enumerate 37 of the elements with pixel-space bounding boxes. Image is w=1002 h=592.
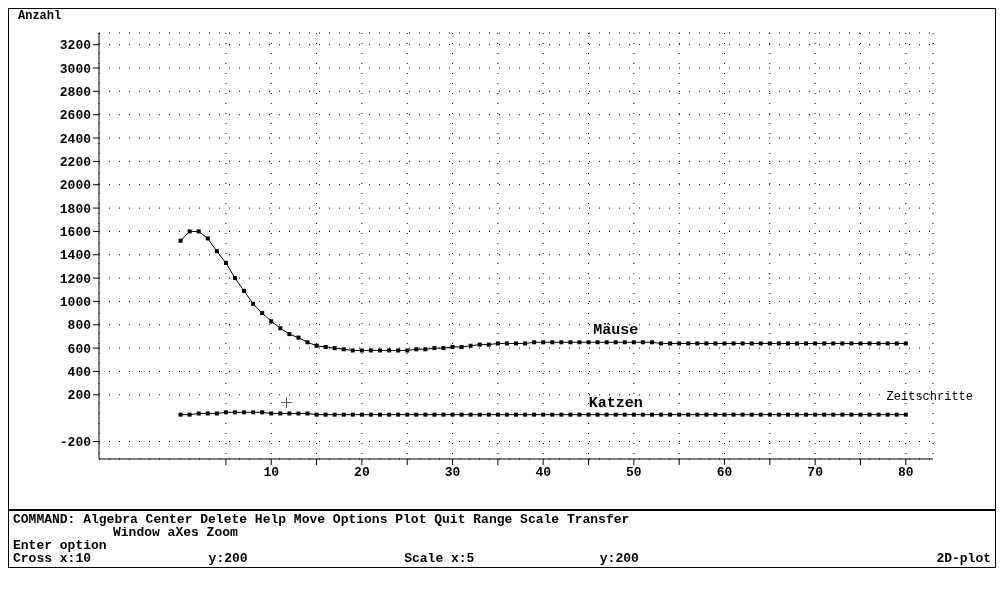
y-tick-label: 2600 (59, 108, 92, 124)
y-tick-label: 2000 (59, 178, 92, 194)
y-tick-label: 800 (67, 318, 92, 334)
text: Cross x:10 (13, 551, 91, 566)
y-tick-label: 2800 (59, 84, 92, 100)
x-tick-label: 80 (898, 465, 914, 481)
text: COMMAND: Algebra Center Delete Help Move Options Plot Quit Range Scale Transfer (13, 512, 631, 527)
x-tick-label: 20 (354, 465, 370, 481)
y-tick-label: 1800 (59, 201, 92, 217)
x-tick-label: 40 (535, 465, 552, 481)
y-tick-label: -200 (59, 435, 92, 451)
text: 2D-plot (935, 551, 991, 566)
y-tick-label: 1600 (59, 225, 92, 241)
series-label: Katzen (588, 394, 643, 412)
x-axis-title: Zeitschritte (886, 389, 973, 404)
y-tick-label: 1400 (59, 248, 92, 264)
y-tick-label: 1200 (59, 271, 92, 287)
y-tick-label: 1000 (59, 295, 92, 311)
x-tick-label: 30 (444, 465, 461, 481)
y-tick-label: 3000 (59, 61, 92, 77)
x-tick-label: 10 (263, 465, 280, 481)
y-tick-label: 2400 (59, 131, 92, 147)
x-tick-label: 50 (626, 465, 642, 481)
series-label: Mäuse (593, 322, 639, 340)
y-tick-label: 3200 (59, 38, 92, 54)
text: y:200 (208, 551, 249, 566)
y-tick-label: 200 (67, 388, 92, 404)
text: Window aXes Zoom (113, 525, 239, 540)
x-tick-label: 70 (807, 465, 824, 481)
y-axis-title: Anzahl (18, 8, 62, 23)
text: y:200 (599, 551, 640, 566)
y-tick-label: 400 (67, 365, 92, 381)
text: Enter option (13, 538, 108, 553)
x-tick-label: 60 (716, 465, 733, 481)
y-tick-label: 600 (67, 341, 92, 357)
text: Scale x:5 (404, 551, 476, 566)
y-tick-label: 2200 (59, 155, 92, 170)
